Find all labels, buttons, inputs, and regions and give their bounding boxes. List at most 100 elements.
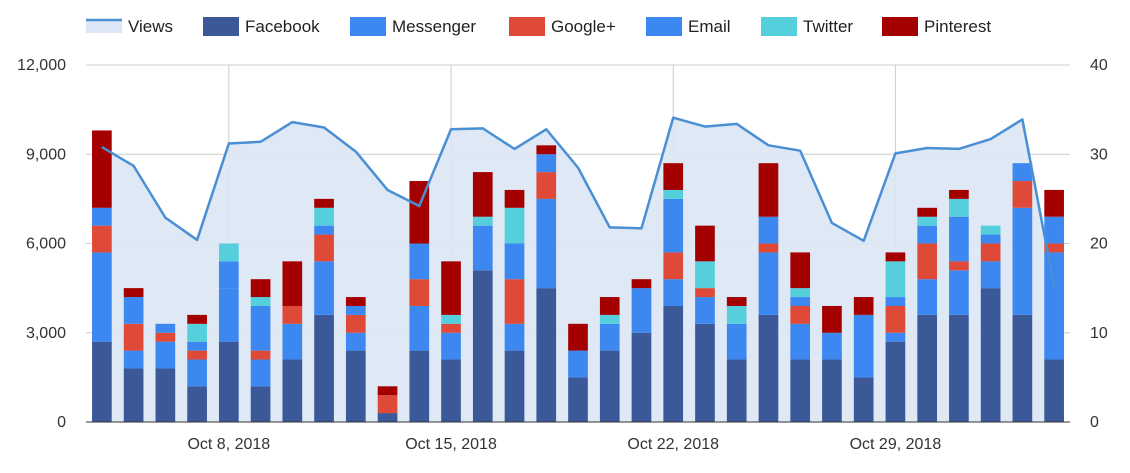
- bar-messenger[interactable]: [663, 279, 684, 306]
- legend-item-messenger[interactable]: Messenger: [350, 17, 476, 36]
- bar-email[interactable]: [980, 234, 1001, 244]
- bar-twitter[interactable]: [599, 314, 620, 324]
- bar-google[interactable]: [790, 305, 811, 324]
- bar-facebook[interactable]: [155, 368, 176, 422]
- bar-email[interactable]: [123, 297, 144, 324]
- bar-messenger[interactable]: [949, 270, 969, 315]
- bar-google[interactable]: [695, 288, 715, 298]
- bar-pinterest[interactable]: [314, 198, 334, 208]
- bar-pinterest[interactable]: [949, 189, 969, 199]
- bar-facebook[interactable]: [885, 341, 906, 422]
- bar-pinterest[interactable]: [822, 305, 842, 333]
- bar-email[interactable]: [504, 243, 525, 280]
- bar-facebook[interactable]: [92, 341, 112, 422]
- bar-messenger[interactable]: [187, 359, 207, 387]
- bar-messenger[interactable]: [92, 252, 112, 342]
- bar-email[interactable]: [536, 154, 557, 173]
- bar-facebook[interactable]: [980, 288, 1001, 422]
- bar-twitter[interactable]: [917, 216, 938, 226]
- bar-facebook[interactable]: [187, 386, 207, 422]
- bar-messenger[interactable]: [1044, 252, 1064, 360]
- bar-messenger[interactable]: [536, 198, 557, 289]
- bar-facebook[interactable]: [123, 368, 144, 422]
- bar-google[interactable]: [377, 395, 398, 414]
- bar-pinterest[interactable]: [790, 252, 811, 289]
- bar-google[interactable]: [980, 243, 1001, 262]
- bar-facebook[interactable]: [758, 314, 779, 422]
- bar-pinterest[interactable]: [599, 297, 620, 315]
- bar-facebook[interactable]: [631, 332, 652, 422]
- views-line[interactable]: [101, 116, 1056, 287]
- bar-pinterest[interactable]: [536, 145, 557, 155]
- bar-pinterest[interactable]: [377, 386, 398, 396]
- bar-messenger[interactable]: [409, 305, 430, 351]
- legend-item-facebook[interactable]: Facebook: [203, 17, 320, 36]
- bar-email[interactable]: [92, 207, 112, 226]
- bar-facebook[interactable]: [599, 350, 620, 422]
- bar-messenger[interactable]: [885, 332, 906, 342]
- legend-item-email[interactable]: Email: [646, 17, 731, 36]
- bar-facebook[interactable]: [853, 377, 874, 422]
- bar-facebook[interactable]: [695, 323, 715, 422]
- bar-pinterest[interactable]: [695, 225, 715, 262]
- bar-google[interactable]: [314, 234, 334, 262]
- bar-pinterest[interactable]: [345, 297, 366, 306]
- bar-messenger[interactable]: [250, 359, 271, 387]
- bar-email[interactable]: [1012, 163, 1033, 182]
- bar-facebook[interactable]: [218, 341, 239, 422]
- bar-messenger[interactable]: [599, 323, 620, 351]
- bar-messenger[interactable]: [822, 332, 842, 360]
- bar-messenger[interactable]: [853, 314, 874, 378]
- bar-google[interactable]: [441, 323, 461, 333]
- bar-twitter[interactable]: [949, 198, 969, 217]
- legend-item-pinterest[interactable]: Pinterest: [882, 17, 991, 36]
- bar-facebook[interactable]: [1012, 314, 1033, 422]
- bar-facebook[interactable]: [441, 359, 461, 422]
- bar-facebook[interactable]: [345, 350, 366, 422]
- bar-facebook[interactable]: [409, 350, 430, 422]
- bar-twitter[interactable]: [790, 288, 811, 298]
- bar-twitter[interactable]: [472, 216, 493, 226]
- bar-email[interactable]: [663, 198, 684, 253]
- bar-facebook[interactable]: [250, 386, 271, 422]
- bar-facebook[interactable]: [790, 359, 811, 422]
- bar-messenger[interactable]: [568, 350, 588, 378]
- bar-messenger[interactable]: [282, 323, 303, 360]
- bar-messenger[interactable]: [155, 341, 176, 369]
- bar-email[interactable]: [187, 341, 207, 351]
- bar-google[interactable]: [92, 225, 112, 253]
- bar-pinterest[interactable]: [441, 261, 461, 315]
- bar-pinterest[interactable]: [504, 189, 525, 208]
- bar-pinterest[interactable]: [250, 279, 271, 298]
- bar-pinterest[interactable]: [853, 297, 874, 315]
- bar-pinterest[interactable]: [472, 172, 493, 217]
- bar-messenger[interactable]: [917, 279, 938, 315]
- bar-messenger[interactable]: [441, 332, 461, 360]
- bar-messenger[interactable]: [790, 323, 811, 360]
- bar-google[interactable]: [949, 261, 969, 271]
- bar-google[interactable]: [155, 332, 176, 342]
- bar-email[interactable]: [790, 297, 811, 306]
- bar-facebook[interactable]: [822, 359, 842, 422]
- bar-google[interactable]: [504, 279, 525, 324]
- bar-twitter[interactable]: [885, 261, 906, 298]
- bar-google[interactable]: [917, 243, 938, 280]
- legend-item-google[interactable]: Google+: [509, 17, 616, 36]
- bar-google[interactable]: [345, 314, 366, 333]
- bar-facebook[interactable]: [282, 359, 303, 422]
- bar-messenger[interactable]: [314, 261, 334, 315]
- bar-twitter[interactable]: [250, 297, 271, 306]
- bar-email[interactable]: [885, 297, 906, 306]
- bar-pinterest[interactable]: [92, 130, 112, 208]
- bar-google[interactable]: [663, 252, 684, 280]
- bar-facebook[interactable]: [917, 314, 938, 422]
- bar-messenger[interactable]: [504, 323, 525, 351]
- bar-facebook[interactable]: [472, 270, 493, 422]
- bar-twitter[interactable]: [314, 207, 334, 226]
- bar-email[interactable]: [155, 323, 176, 333]
- legend-item-twitter[interactable]: Twitter: [761, 17, 853, 36]
- bar-email[interactable]: [949, 216, 969, 262]
- bar-pinterest[interactable]: [885, 252, 906, 262]
- bar-twitter[interactable]: [726, 305, 747, 324]
- bar-pinterest[interactable]: [187, 314, 207, 324]
